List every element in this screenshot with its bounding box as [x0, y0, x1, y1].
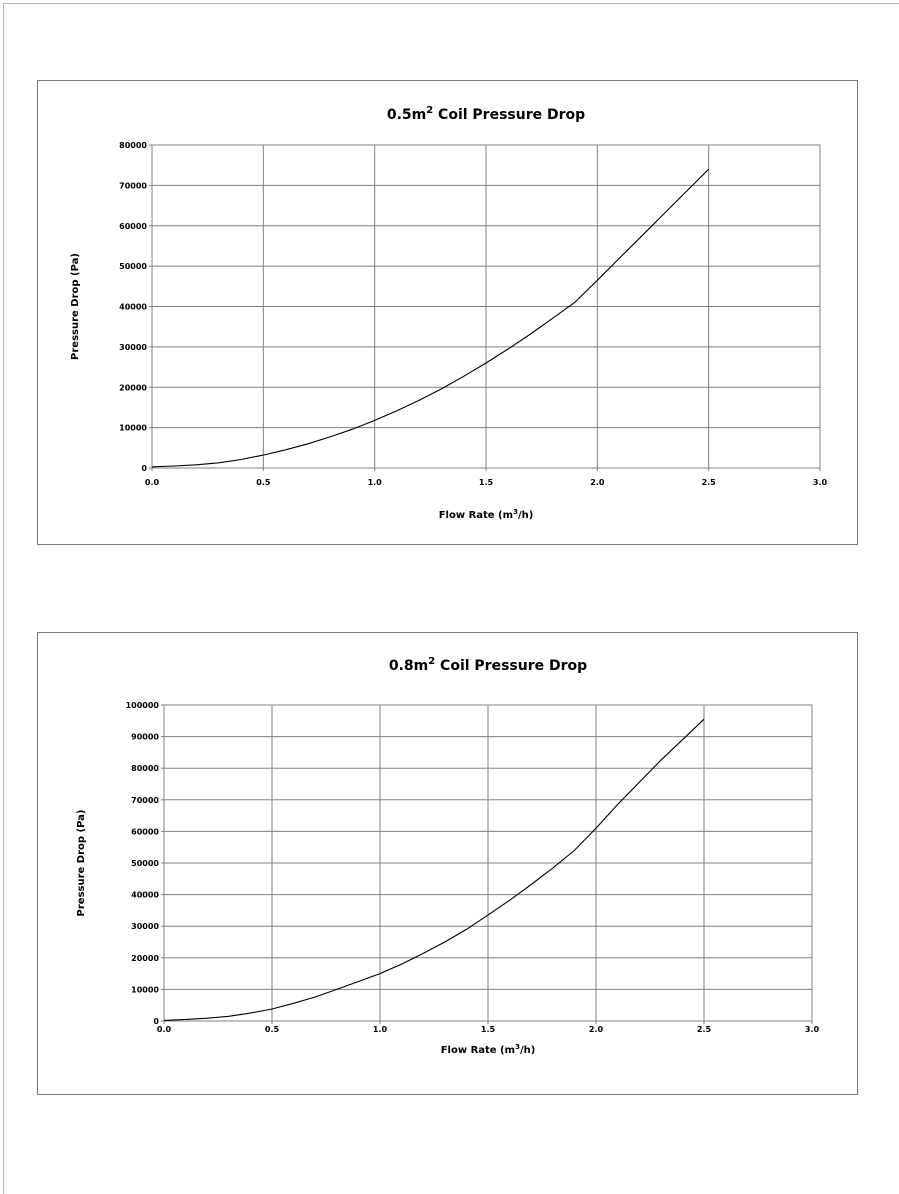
x-tick-label: 0.0: [145, 478, 160, 487]
y-tick-label: 0: [141, 464, 147, 473]
y-tick-label: 80000: [131, 764, 159, 773]
chart-svg: 0.5m2 Coil Pressure Drop 0.0 0.5 1.0 1.5 2.0 2…: [70, 105, 828, 521]
series-line: [151, 168, 710, 468]
x-tick-label: 0.5: [265, 1025, 280, 1034]
y-tick-label: 20000: [119, 383, 147, 392]
chart-0.5m2-coil-pressure-drop: 0.5m2 Coil Pressure Drop 0.0 0.5 1.0 1.5 2.0 2…: [37, 80, 858, 545]
y-tick-label: 20000: [131, 954, 159, 963]
x-axis-label: Flow Rate (m3/h): [439, 508, 534, 521]
chart-title: 0.8m2 Coil Pressure Drop: [389, 656, 587, 674]
series-line: [163, 718, 705, 1021]
x-tick-label: 2.0: [589, 1025, 604, 1034]
y-tick-label: 10000: [131, 985, 159, 994]
y-tick-label: 90000: [131, 733, 159, 742]
x-tick-label: 1.0: [368, 478, 383, 487]
chart-title: 0.5m2 Coil Pressure Drop: [387, 105, 585, 123]
x-tick-label: 3.0: [813, 478, 828, 487]
y-tick-label: 40000: [119, 303, 147, 312]
y-tick-label: 70000: [131, 796, 159, 805]
y-tick-label: 60000: [131, 827, 159, 836]
y-tick-label: 80000: [119, 141, 147, 150]
x-tick-label: 0.5: [256, 478, 271, 487]
x-tick-label: 0.0: [157, 1025, 172, 1034]
y-tick-label: 30000: [131, 922, 159, 931]
x-tick-label: 2.5: [697, 1025, 712, 1034]
y-axis-label: Pressure Drop (Pa): [70, 253, 81, 360]
x-tick-label: 1.5: [479, 478, 494, 487]
y-tick-label: 0: [153, 1017, 159, 1026]
x-tick-label: 3.0: [805, 1025, 820, 1034]
x-tick-label: 2.0: [590, 478, 605, 487]
x-tick-label: 2.5: [702, 478, 717, 487]
y-tick-label: 50000: [119, 262, 147, 271]
y-tick-label: 100000: [126, 701, 160, 710]
y-tick-label: 40000: [131, 891, 159, 900]
y-axis-label: Pressure Drop (Pa): [76, 810, 87, 917]
x-tick-label: 1.5: [481, 1025, 496, 1034]
chart-svg: 0.8m2 Coil Pressure Drop 0.0 0.5 1.0 1.5 2.0 2…: [76, 656, 820, 1056]
y-tick-label: 60000: [119, 222, 147, 231]
chart-0.8m2-coil-pressure-drop: 0.8m2 Coil Pressure Drop 0.0 0.5 1.0 1.5 2.0 2…: [37, 632, 858, 1095]
x-axis-label: Flow Rate (m3/h): [441, 1043, 536, 1056]
y-tick-label: 70000: [119, 181, 147, 190]
y-tick-label: 10000: [119, 424, 147, 433]
y-tick-label: 30000: [119, 343, 147, 352]
y-tick-label: 50000: [131, 859, 159, 868]
x-tick-label: 1.0: [373, 1025, 388, 1034]
page-border: [3, 3, 899, 1194]
